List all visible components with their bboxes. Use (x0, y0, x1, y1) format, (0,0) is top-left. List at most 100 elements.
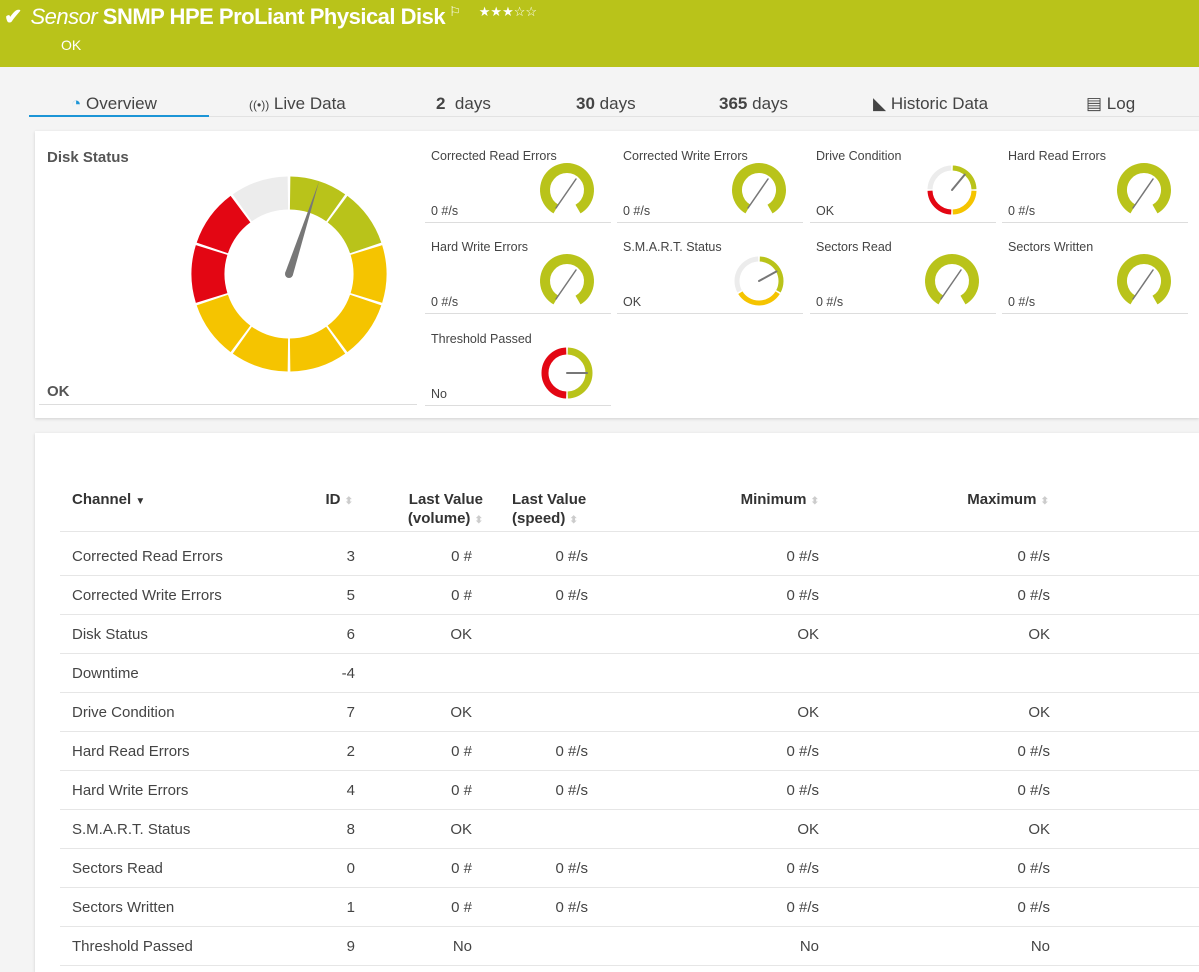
tab-30-days[interactable]: 30 days (576, 94, 636, 114)
table-row[interactable]: S.M.A.R.T. Status 8 OK OK OK (35, 810, 1199, 849)
col-label: (volume) (407, 510, 471, 527)
gauge-segment (540, 254, 594, 305)
col-id[interactable]: ID ⬍ (325, 490, 353, 511)
gauge-tile[interactable]: Corrected Read Errors 0 #/s (425, 140, 611, 223)
gauge-label: Hard Write Errors (431, 240, 529, 254)
cell-channel[interactable]: Threshold Passed (72, 938, 193, 955)
gauge-needle (555, 178, 577, 209)
divider (60, 653, 1199, 654)
table-row[interactable]: Sectors Read 0 0 # 0 #/s 0 #/s 0 #/s (35, 849, 1199, 888)
cell-minimum: 0 #/s (786, 860, 819, 877)
cell-channel[interactable]: S.M.A.R.T. Status (72, 821, 191, 838)
gauge-icon: ◔ (71, 94, 82, 113)
tab-label: Overview (86, 94, 157, 113)
gauge-value: 0 #/s (431, 204, 459, 218)
gauge-label: Corrected Write Errors (623, 149, 748, 163)
cell-channel[interactable]: Downtime (72, 665, 139, 682)
cell-minimum: OK (797, 704, 819, 721)
cell-channel[interactable]: Hard Write Errors (72, 782, 189, 799)
cell-maximum: No (1030, 938, 1050, 955)
sensor-header: ✔ Sensor SNMP HPE ProLiant Physical Disk… (0, 0, 1199, 67)
sensor-type-label: Sensor (30, 4, 98, 29)
divider (60, 575, 1199, 576)
gauge-value: No (431, 387, 447, 401)
tab-overview[interactable]: ◔ Overview (29, 94, 209, 117)
cell-speed: 0 #/s (555, 860, 588, 877)
gauge-segment (289, 326, 346, 372)
table-row[interactable]: Sectors Written 1 0 # 0 #/s 0 #/s 0 #/s (35, 888, 1199, 927)
gauge-tile[interactable]: Drive Condition OK (810, 140, 996, 223)
table-row[interactable]: Corrected Write Errors 5 0 # 0 #/s 0 #/s… (35, 576, 1199, 615)
tab-2-days[interactable]: 2 days (436, 94, 491, 114)
sort-desc-icon: ▼ (135, 496, 146, 507)
cell-minimum: OK (797, 821, 819, 838)
cell-channel[interactable]: Corrected Read Errors (72, 548, 223, 565)
gauge-tile[interactable]: Sectors Read 0 #/s (810, 231, 996, 314)
gauge-segment (540, 163, 594, 214)
mini-gauge (732, 163, 786, 214)
table-row[interactable]: Downtime -4 (35, 654, 1199, 693)
cell-channel[interactable]: Sectors Written (72, 899, 175, 916)
cell-channel[interactable]: Corrected Write Errors (72, 587, 222, 604)
cell-id: 0 (346, 860, 355, 877)
cell-channel[interactable]: Hard Read Errors (72, 743, 190, 760)
tab-label: Live Data (273, 94, 346, 113)
flag-icon[interactable]: ⚐ (449, 4, 461, 19)
cell-channel[interactable]: Sectors Read (72, 860, 163, 877)
table-row[interactable]: Drive Condition 7 OK OK OK (35, 693, 1199, 732)
cell-minimum: 0 #/s (786, 587, 819, 604)
tab-bar: ◔ Overview ((•)) Live Data 2 days 30 day… (29, 90, 1199, 117)
gauge-label: Hard Read Errors (1008, 149, 1106, 163)
gauge-value: OK (623, 295, 642, 309)
gauge-segment (196, 294, 251, 353)
mini-gauge (734, 256, 784, 306)
divider (60, 965, 1199, 966)
gauge-tile[interactable]: S.M.A.R.T. Status OK (617, 231, 803, 314)
gauge-segment (196, 195, 251, 254)
gauge-tile[interactable]: Hard Write Errors 0 #/s (425, 231, 611, 314)
cell-minimum: OK (797, 626, 819, 643)
main-gauge[interactable] (189, 170, 389, 380)
sensor-name: SNMP HPE ProLiant Physical Disk (102, 4, 446, 29)
col-channel[interactable]: Channel ▼ (72, 490, 145, 511)
mini-gauge (925, 254, 979, 305)
table-row[interactable]: Hard Write Errors 4 0 # 0 #/s 0 #/s 0 #/… (35, 771, 1199, 810)
tab-log[interactable]: ▤ Log (1086, 94, 1135, 114)
gauge-segment (734, 256, 759, 293)
gauge-tile[interactable]: Corrected Write Errors 0 #/s (617, 140, 803, 223)
table-row[interactable]: Hard Read Errors 2 0 # 0 #/s 0 #/s 0 #/s (35, 732, 1199, 771)
priority-stars[interactable]: ★★★☆☆ (478, 4, 538, 19)
cell-minimum: 0 #/s (786, 899, 819, 916)
gauge-tile[interactable]: Sectors Written 0 #/s (1002, 231, 1188, 314)
gauge-segment (327, 294, 382, 353)
cell-channel[interactable]: Drive Condition (72, 704, 175, 721)
gauge-segment (927, 190, 952, 215)
col-minimum[interactable]: Minimum ⬍ (741, 490, 819, 511)
cell-speed: 0 #/s (555, 548, 588, 565)
gauge-tile[interactable]: Hard Read Errors 0 #/s (1002, 140, 1188, 223)
tab-label: days (599, 94, 636, 113)
col-last-speed[interactable]: Last Value (speed) ⬍ (512, 490, 586, 530)
table-row[interactable]: Corrected Read Errors 3 0 # 0 #/s 0 #/s … (35, 537, 1199, 576)
gauge-needle (555, 269, 577, 300)
cell-id: 1 (346, 899, 355, 916)
tab-historic-data[interactable]: ◣ Historic Data (873, 94, 988, 114)
list-icon: ▤ (1086, 94, 1103, 113)
cell-volume: 0 # (451, 548, 472, 565)
tab-365-days[interactable]: 365 days (719, 94, 788, 114)
cell-channel[interactable]: Disk Status (72, 626, 148, 643)
gauge-tile[interactable]: Threshold Passed No (425, 323, 611, 406)
check-icon: ✔ (4, 4, 23, 29)
col-last-volume[interactable]: Last Value (volume) ⬍ (408, 490, 483, 530)
tab-live-data[interactable]: ((•)) Live Data (249, 94, 346, 114)
cell-id: 5 (346, 587, 355, 604)
col-maximum[interactable]: Maximum ⬍ (967, 490, 1049, 511)
table-row[interactable]: Disk Status 6 OK OK OK (35, 615, 1199, 654)
table-row[interactable]: Threshold Passed 9 No No No (35, 927, 1199, 966)
gauge-value: 0 #/s (431, 295, 459, 309)
gauge-segment (738, 291, 780, 306)
sort-icon: ⬍ (569, 515, 578, 526)
cell-id: 7 (346, 704, 355, 721)
cell-id: 8 (346, 821, 355, 838)
gauge-needle (747, 178, 769, 209)
